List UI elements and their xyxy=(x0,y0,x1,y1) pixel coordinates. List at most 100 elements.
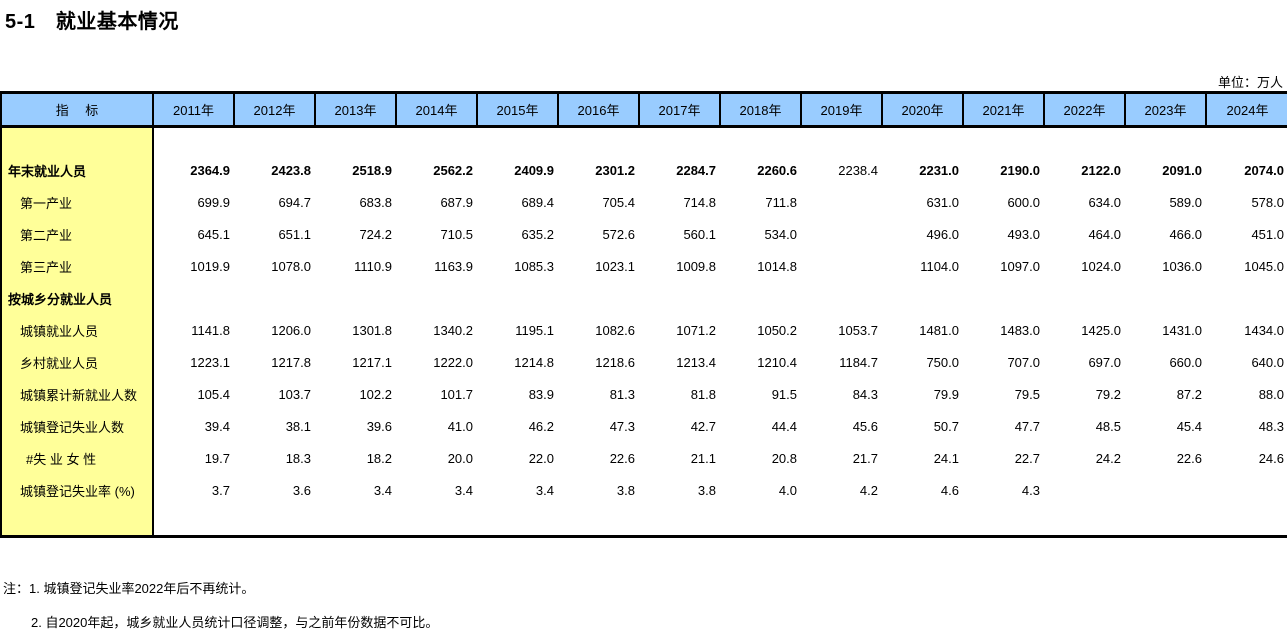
value-cell: 87.2 xyxy=(1176,387,1202,402)
value-cell: 19.7 xyxy=(204,451,230,466)
table-note-1: 注：1. 城镇登记失业率2022年后不再统计。 xyxy=(3,581,255,596)
year-header: 2014年 xyxy=(396,91,478,128)
row-label: 城镇累计新就业人数 xyxy=(0,378,154,411)
value-cell: 1014.8 xyxy=(757,259,797,274)
row-label: 城镇就业人员 xyxy=(0,314,154,347)
table-row: 城镇登记失业率 (%) 3.7 3.6 3.4 3.4 3.4 3.8 3.8 4.0 4.2 4.… xyxy=(0,474,1287,507)
value-cell: 724.2 xyxy=(359,227,392,242)
row-label: 按城乡分就业人员 xyxy=(0,282,154,315)
value-cell: 1082.6 xyxy=(595,323,635,338)
value-cell: 2284.7 xyxy=(676,163,716,178)
value-cell: 714.8 xyxy=(683,195,716,210)
value-cell: 1045.0 xyxy=(1244,259,1284,274)
value-cell: 1110.9 xyxy=(354,259,392,274)
value-cell: 18.3 xyxy=(285,451,311,466)
value-cell: 2190.0 xyxy=(1000,163,1040,178)
row-label: 城镇登记失业率 (%) xyxy=(0,474,154,507)
value-cell: 21.7 xyxy=(852,451,878,466)
table-row: 乡村就业人员 1223.1 1217.8 1217.1 1222.0 1214.8 1218… xyxy=(0,346,1287,379)
value-cell: 3.4 xyxy=(454,483,473,498)
value-cell: 466.0 xyxy=(1169,227,1202,242)
value-cell: 645.1 xyxy=(197,227,230,242)
value-cell: 48.3 xyxy=(1258,419,1284,434)
value-cell xyxy=(315,283,396,315)
value-cell: 1050.2 xyxy=(757,323,797,338)
value-cell: 4.0 xyxy=(778,483,797,498)
value-cell: 2122.0 xyxy=(1081,163,1121,178)
value-cell: 39.4 xyxy=(204,419,230,434)
value-cell: 560.1 xyxy=(683,227,716,242)
value-cell: 1009.8 xyxy=(676,259,716,274)
spacer-row xyxy=(0,506,1287,537)
year-header: 2012年 xyxy=(234,91,316,128)
year-header: 2016年 xyxy=(558,91,640,128)
value-cell: 41.0 xyxy=(447,419,473,434)
value-cell xyxy=(1206,475,1287,507)
table-row: #失 业 女 性 19.7 18.3 18.2 20.0 22.0 22.6 21.1 20.8… xyxy=(0,442,1287,475)
indicator-column-spacer xyxy=(0,126,154,155)
value-cell xyxy=(882,283,963,315)
value-cell xyxy=(801,187,882,219)
value-cell: 1053.7 xyxy=(838,323,878,338)
value-cell: 38.1 xyxy=(285,419,311,434)
value-cell xyxy=(396,283,477,315)
value-cell: 3.7 xyxy=(211,483,230,498)
value-cell: 2238.4 xyxy=(838,163,878,178)
value-cell: 651.1 xyxy=(278,227,311,242)
indicator-header: 指 标 xyxy=(0,91,154,128)
value-cell: 50.7 xyxy=(933,419,959,434)
year-header: 2021年 xyxy=(963,91,1045,128)
value-cell: 44.4 xyxy=(771,419,797,434)
value-cell: 634.0 xyxy=(1088,195,1121,210)
value-cell: 22.0 xyxy=(528,451,554,466)
value-cell: 589.0 xyxy=(1169,195,1202,210)
value-cell: 42.7 xyxy=(690,419,716,434)
value-cell xyxy=(801,219,882,251)
year-header: 2024年 xyxy=(1206,91,1287,128)
header-row: 指 标 2011年 2012年 2013年 2014年 2015年 2016年 2017年 20… xyxy=(0,91,1287,128)
value-cell: 1340.2 xyxy=(433,323,473,338)
value-cell: 88.0 xyxy=(1258,387,1284,402)
value-cell xyxy=(1206,283,1287,315)
value-cell: 631.0 xyxy=(926,195,959,210)
value-cell: 1085.3 xyxy=(514,259,554,274)
value-cell: 4.2 xyxy=(859,483,878,498)
value-cell: 45.6 xyxy=(852,419,878,434)
value-cell: 20.0 xyxy=(447,451,473,466)
value-cell xyxy=(234,283,315,315)
value-cell: 1217.1 xyxy=(352,355,392,370)
value-cell: 2231.0 xyxy=(919,163,959,178)
value-cell: 1481.0 xyxy=(919,323,959,338)
table-note-2: 2. 自2020年起，城乡就业人员统计口径调整，与之前年份数据不可比。 xyxy=(31,615,439,630)
value-cell: 3.4 xyxy=(373,483,392,498)
value-cell: 534.0 xyxy=(764,227,797,242)
value-cell: 1036.0 xyxy=(1162,259,1202,274)
value-cell xyxy=(801,251,882,283)
year-header: 2017年 xyxy=(639,91,721,128)
value-cell: 493.0 xyxy=(1007,227,1040,242)
employment-table-wrap: 指 标 2011年 2012年 2013年 2014年 2015年 2016年 2017年 20… xyxy=(0,91,1287,538)
value-cell: 79.2 xyxy=(1095,387,1121,402)
value-cell: 1184.7 xyxy=(839,355,878,370)
value-cell: 1214.8 xyxy=(514,355,554,370)
value-cell: 1434.0 xyxy=(1244,323,1284,338)
value-cell: 1019.9 xyxy=(190,259,230,274)
value-cell: 1223.1 xyxy=(190,355,230,370)
value-cell: 2562.2 xyxy=(433,163,473,178)
value-cell: 464.0 xyxy=(1088,227,1121,242)
value-cell: 105.4 xyxy=(197,387,230,402)
value-cell: 21.1 xyxy=(690,451,716,466)
value-cell: 1195.1 xyxy=(515,323,554,338)
value-cell: 102.2 xyxy=(359,387,392,402)
value-cell: 705.4 xyxy=(602,195,635,210)
value-cell: 1301.8 xyxy=(352,323,392,338)
page-title: 5-1 就业基本情况 xyxy=(5,11,179,33)
spacer-cell xyxy=(153,127,1287,155)
value-cell: 2423.8 xyxy=(271,163,311,178)
value-cell xyxy=(1125,475,1206,507)
value-cell: 1071.2 xyxy=(676,323,716,338)
value-cell: 24.1 xyxy=(933,451,959,466)
year-header: 2015年 xyxy=(477,91,559,128)
value-cell: 660.0 xyxy=(1169,355,1202,370)
row-label: 城镇登记失业人数 xyxy=(0,410,154,443)
